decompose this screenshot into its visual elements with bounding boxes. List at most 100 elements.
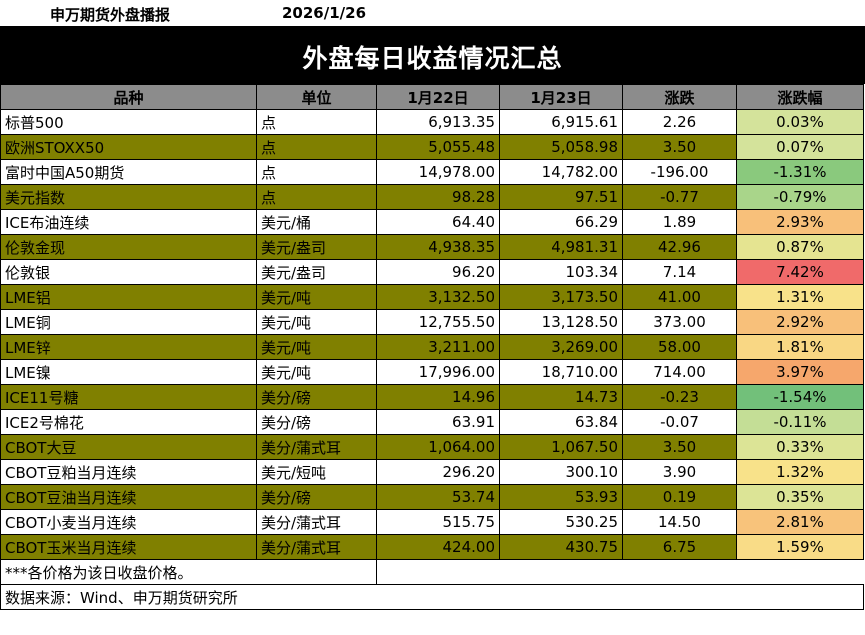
row-name: CBOT豆油当月连续 <box>0 484 257 510</box>
row-day1-value: 98.28 <box>376 184 500 210</box>
row-change: 41.00 <box>622 284 737 310</box>
row-name: 伦敦金现 <box>0 234 257 260</box>
row-unit: 美分/磅 <box>256 384 377 410</box>
row-change-pct: 0.07% <box>736 134 864 160</box>
row-day2-value: 4,981.31 <box>499 234 623 260</box>
table-row: 欧洲STOXX50 点 5,055.48 5,058.98 3.50 0.07% <box>0 134 864 160</box>
table-row: LME铝 美元/吨 3,132.50 3,173.50 41.00 1.31% <box>0 284 864 310</box>
report-date: 2026/1/26 <box>282 4 367 22</box>
row-change: 14.50 <box>622 509 737 535</box>
row-day2-value: 53.93 <box>499 484 623 510</box>
row-change-pct: 0.03% <box>736 109 864 135</box>
row-name: 欧洲STOXX50 <box>0 134 257 160</box>
row-day1-value: 17,996.00 <box>376 359 500 385</box>
row-day2-value: 63.84 <box>499 409 623 435</box>
row-change-pct: -1.31% <box>736 159 864 185</box>
row-change-pct: 0.33% <box>736 434 864 460</box>
price-note-row: ***各价格为该日收盘价格。 <box>0 559 864 585</box>
row-unit: 美元/吨 <box>256 334 377 360</box>
row-change: 0.19 <box>622 484 737 510</box>
row-day2-value: 5,058.98 <box>499 134 623 160</box>
note-blank <box>376 559 864 585</box>
table-row: ICE11号糖 美分/磅 14.96 14.73 -0.23 -1.54% <box>0 384 864 410</box>
row-unit: 点 <box>256 134 377 160</box>
row-change-pct: 3.97% <box>736 359 864 385</box>
row-change: 3.90 <box>622 459 737 485</box>
table-row: LME铜 美元/吨 12,755.50 13,128.50 373.00 2.92% <box>0 309 864 335</box>
row-change-pct: 1.59% <box>736 534 864 560</box>
row-day2-value: 3,269.00 <box>499 334 623 360</box>
row-change: -0.77 <box>622 184 737 210</box>
row-change: -196.00 <box>622 159 737 185</box>
row-day1-value: 296.20 <box>376 459 500 485</box>
row-day2-value: 18,710.00 <box>499 359 623 385</box>
row-day1-value: 53.74 <box>376 484 500 510</box>
row-unit: 美分/蒲式耳 <box>256 509 377 535</box>
row-day2-value: 97.51 <box>499 184 623 210</box>
row-name: 富时中国A50期货 <box>0 159 257 185</box>
row-name: CBOT玉米当月连续 <box>0 534 257 560</box>
row-change-pct: 1.32% <box>736 459 864 485</box>
table-row: LME锌 美元/吨 3,211.00 3,269.00 58.00 1.81% <box>0 334 864 360</box>
row-unit: 美元/吨 <box>256 284 377 310</box>
row-name: LME镍 <box>0 359 257 385</box>
row-unit: 美分/磅 <box>256 484 377 510</box>
row-day1-value: 96.20 <box>376 259 500 285</box>
row-day2-value: 300.10 <box>499 459 623 485</box>
row-day1-value: 14.96 <box>376 384 500 410</box>
row-change: 7.14 <box>622 259 737 285</box>
row-day2-value: 14.73 <box>499 384 623 410</box>
row-name: CBOT大豆 <box>0 434 257 460</box>
row-day1-value: 63.91 <box>376 409 500 435</box>
row-name: ICE11号糖 <box>0 384 257 410</box>
table-row: CBOT玉米当月连续 美分/蒲式耳 424.00 430.75 6.75 1.59% <box>0 534 864 560</box>
table-row: CBOT豆油当月连续 美分/磅 53.74 53.93 0.19 0.35% <box>0 484 864 510</box>
row-unit: 美分/蒲式耳 <box>256 434 377 460</box>
col-header-change-pct: 涨跌幅 <box>736 84 864 110</box>
row-name: CBOT豆粕当月连续 <box>0 459 257 485</box>
row-unit: 美元/桶 <box>256 209 377 235</box>
row-day2-value: 6,915.61 <box>499 109 623 135</box>
row-change-pct: 2.93% <box>736 209 864 235</box>
report-title: 外盘每日收益情况汇总 <box>302 44 563 73</box>
row-unit: 点 <box>256 184 377 210</box>
row-change: 3.50 <box>622 134 737 160</box>
row-unit: 点 <box>256 159 377 185</box>
row-day2-value: 13,128.50 <box>499 309 623 335</box>
row-change: 58.00 <box>622 334 737 360</box>
price-note: ***各价格为该日收盘价格。 <box>0 559 377 585</box>
row-name: ICE布油连续 <box>0 209 257 235</box>
row-unit: 美元/吨 <box>256 359 377 385</box>
table-row: CBOT豆粕当月连续 美元/短吨 296.20 300.10 3.90 1.32% <box>0 459 864 485</box>
row-name: 伦敦银 <box>0 259 257 285</box>
row-change-pct: 0.35% <box>736 484 864 510</box>
row-name: ICE2号棉花 <box>0 409 257 435</box>
row-day2-value: 3,173.50 <box>499 284 623 310</box>
row-unit: 点 <box>256 109 377 135</box>
row-day1-value: 515.75 <box>376 509 500 535</box>
row-day1-value: 6,913.35 <box>376 109 500 135</box>
col-header-change: 涨跌 <box>622 84 737 110</box>
row-day1-value: 1,064.00 <box>376 434 500 460</box>
row-day1-value: 3,211.00 <box>376 334 500 360</box>
row-change-pct: 1.31% <box>736 284 864 310</box>
row-change: 714.00 <box>622 359 737 385</box>
row-name: 标普500 <box>0 109 257 135</box>
row-change-pct: 1.81% <box>736 334 864 360</box>
col-header-name: 品种 <box>0 84 257 110</box>
table-row: CBOT大豆 美分/蒲式耳 1,064.00 1,067.50 3.50 0.33% <box>0 434 864 460</box>
row-change: 6.75 <box>622 534 737 560</box>
row-day2-value: 430.75 <box>499 534 623 560</box>
row-change-pct: 0.87% <box>736 234 864 260</box>
row-day2-value: 14,782.00 <box>499 159 623 185</box>
table-row: 伦敦银 美元/盎司 96.20 103.34 7.14 7.42% <box>0 259 864 285</box>
row-unit: 美分/蒲式耳 <box>256 534 377 560</box>
row-day1-value: 424.00 <box>376 534 500 560</box>
row-change: -0.23 <box>622 384 737 410</box>
row-unit: 美元/短吨 <box>256 459 377 485</box>
col-header-unit: 单位 <box>256 84 377 110</box>
row-change-pct: 2.92% <box>736 309 864 335</box>
source-row: 数据来源：Wind、申万期货研究所 <box>0 584 864 610</box>
row-day1-value: 64.40 <box>376 209 500 235</box>
